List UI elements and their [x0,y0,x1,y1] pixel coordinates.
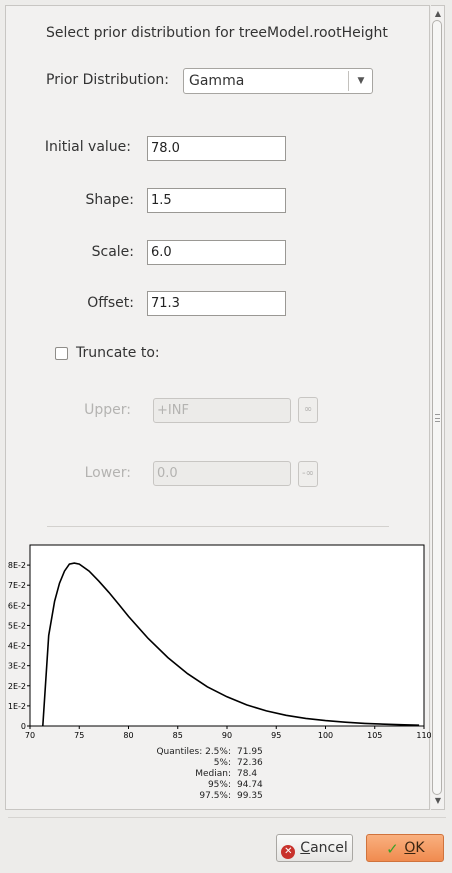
grip-icon [435,414,440,422]
x-tick-label: 90 [222,731,232,740]
y-tick-label: 7E-2 [8,581,26,590]
lower-neg-infinity-button[interactable]: -∞ [298,461,318,487]
x-tick-label: 110 [416,731,431,740]
scale-field[interactable]: 6.0 [147,240,286,265]
y-tick-label: 2E-2 [8,682,26,691]
quantile-label: 97.5%: [199,791,231,801]
upper-label: Upper: [84,402,131,418]
quantile-label: Quantiles: 2.5%: [156,747,231,757]
prior-distribution-value: Gamma [189,73,245,89]
cancel-button[interactable]: ✕ Cancel [276,834,353,862]
scroll-up-icon[interactable]: ▲ [434,9,442,18]
quantile-value: 71.95 [237,747,263,757]
scale-label: Scale: [91,244,134,260]
button-bar-divider [8,817,446,818]
y-tick-label: 6E-2 [8,601,26,610]
truncate-label: Truncate to: [76,345,160,361]
truncate-checkbox[interactable] [55,347,68,360]
checkmark-icon: ✓ [386,840,399,858]
y-tick-label: 4E-2 [8,642,26,651]
prior-density-chart: 70 75 80 85 90 95 100 105 110 0 1E-2 2E-2 3E-2 4E-2 5E… [8,544,432,740]
ok-mnemonic: O [404,840,416,856]
lower-label: Lower: [84,465,131,481]
dialog-title: Select prior distribution for treeModel.… [46,25,388,41]
upper-field[interactable]: +INF [153,398,291,423]
cancel-label-post: ancel [310,840,348,856]
quantile-value: 99.35 [237,791,263,801]
y-tick-label: 0 [21,722,26,731]
x-tick-label: 75 [74,731,84,740]
density-line [42,562,420,727]
lower-field[interactable]: 0.0 [153,461,291,486]
section-divider [47,526,389,527]
quantile-label: Median: [195,769,231,779]
initial-value-field[interactable]: 78.0 [147,136,286,161]
y-tick-label: 8E-2 [8,561,26,570]
x-tick-label: 100 [318,731,333,740]
initial-value-label: Initial value: [44,139,131,155]
offset-label: Offset: [87,295,134,311]
plot-area [29,544,425,727]
dropdown-divider [348,71,349,91]
quantile-value: 72.36 [237,758,263,768]
ok-button[interactable]: ✓ OK [366,834,444,862]
quantile-label: 5%: [213,758,231,768]
shape-field[interactable]: 1.5 [147,188,286,213]
x-tick-label: 105 [367,731,382,740]
x-tick-label: 70 [25,731,35,740]
cancel-mnemonic: C [300,840,311,856]
x-tick-label: 85 [173,731,183,740]
x-tick-label: 80 [123,731,133,740]
quantile-label: 95%: [207,780,231,790]
prior-distribution-dropdown[interactable]: Gamma ▼ [183,68,373,94]
prior-distribution-label: Prior Distribution: [46,72,170,88]
chevron-down-icon[interactable]: ▼ [357,76,365,86]
quantile-value: 78.4 [237,769,258,779]
shape-label: Shape: [85,192,134,208]
upper-infinity-button[interactable]: ∞ [298,397,318,423]
y-tick-label: 5E-2 [8,621,26,630]
scrollbar-thumb[interactable] [432,20,442,795]
vertical-scrollbar[interactable]: ▲ ▼ [431,5,445,810]
y-tick-label: 3E-2 [8,662,26,671]
x-tick-label: 95 [271,731,281,740]
ok-label-post: K [415,840,425,856]
scroll-down-icon[interactable]: ▼ [434,796,442,805]
quantile-value: 94.74 [237,780,263,790]
y-tick-label: 1E-2 [8,702,26,711]
offset-field[interactable]: 71.3 [147,291,286,316]
cancel-icon: ✕ [281,845,296,859]
